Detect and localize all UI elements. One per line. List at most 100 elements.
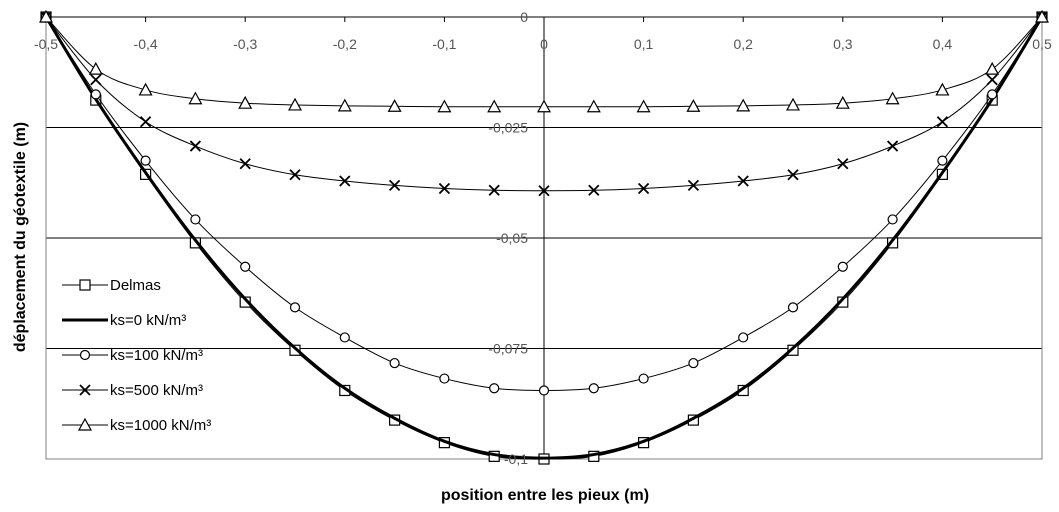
y-axis-title: déplacement du géotextile (m) [12, 122, 29, 352]
marker-x [239, 158, 251, 170]
series-3 [40, 11, 1048, 197]
legend-item: ks=500 kN/m³ [62, 382, 203, 399]
marker-circle [887, 214, 898, 225]
x-tick-label: 0,5 [1032, 36, 1052, 52]
marker-circle [638, 373, 649, 384]
y-tick-label: 0 [520, 9, 528, 25]
marker-triangle [636, 99, 651, 113]
marker-circle [240, 261, 251, 272]
marker-x [488, 184, 500, 196]
marker-triangle [437, 99, 452, 113]
marker-square [79, 279, 91, 291]
legend-label: ks=500 kN/m³ [110, 382, 203, 399]
marker-triangle [77, 417, 93, 431]
marker-triangle [238, 95, 253, 109]
x-tick-label: 0,2 [733, 36, 753, 52]
marker-triangle [586, 99, 601, 113]
marker-circle [79, 349, 91, 361]
y-tick-label: -0,1 [504, 451, 528, 467]
marker-triangle [935, 82, 950, 96]
marker-triangle [835, 95, 850, 109]
marker-x [189, 140, 202, 152]
marker-x [90, 74, 102, 86]
x-tick-label: -0,3 [233, 36, 257, 52]
marker-circle [987, 89, 998, 100]
marker-x [687, 179, 700, 192]
series-group [38, 9, 1050, 465]
marker-circle [837, 261, 848, 272]
series-1 [44, 16, 1044, 460]
marker-x [637, 182, 650, 195]
legend-item: ks=0 kN/m³ [62, 312, 186, 329]
marker-triangle [487, 99, 502, 113]
marker-x [388, 179, 401, 192]
marker-x [538, 185, 550, 197]
marker-circle [140, 155, 151, 166]
marker-x [139, 116, 152, 128]
marker-circle [289, 302, 301, 313]
marker-triangle [387, 99, 402, 112]
x-tick-label: 0,3 [833, 36, 853, 52]
marker-triangle [785, 97, 801, 111]
marker-triangle [1034, 9, 1050, 23]
y-tick-label: -0,05 [496, 230, 528, 246]
marker-triangle [536, 99, 552, 113]
marker-square [787, 344, 799, 356]
marker-x [936, 116, 949, 128]
series-4 [38, 9, 1050, 113]
marker-square [289, 344, 301, 356]
legend-item: ks=100 kN/m³ [62, 347, 203, 364]
marker-x [886, 140, 899, 152]
marker-triangle [885, 91, 900, 105]
marker-circle [339, 332, 350, 343]
marker-x [438, 182, 451, 195]
x-tick-label: -0,4 [134, 36, 158, 52]
marker-circle [787, 302, 799, 313]
marker-x [289, 169, 301, 181]
marker-circle [588, 383, 599, 394]
marker-circle [489, 383, 500, 394]
marker-circle [538, 385, 550, 396]
legend-label: ks=0 kN/m³ [110, 312, 186, 329]
marker-circle [439, 373, 450, 384]
marker-triangle [287, 97, 303, 111]
marker-triangle [88, 61, 103, 75]
legend: Delmas ks=0 kN/m³ ks=100 kN/m³ ks=500 kN/m³… [62, 277, 211, 434]
x-tick-label: -0,5 [34, 36, 58, 52]
legend-label: Delmas [110, 277, 161, 294]
marker-x [737, 175, 749, 187]
x-tick-label: 0 [540, 36, 548, 52]
legend-item: ks=1000 kN/m³ [62, 417, 211, 434]
marker-x [787, 169, 799, 181]
marker-triangle [686, 99, 701, 112]
marker-triangle [188, 91, 203, 105]
marker-x [986, 74, 998, 86]
marker-triangle [138, 82, 153, 96]
x-axis-title: position entre les pieux (m) [441, 487, 649, 504]
x-tick-label: 0,1 [634, 36, 654, 52]
x-tick-label: -0,1 [432, 36, 456, 52]
marker-x [339, 175, 351, 187]
x-tick-label: -0,2 [333, 36, 357, 52]
marker-triangle [337, 98, 352, 112]
marker-triangle [985, 61, 1000, 75]
x-tick-label: 0,4 [933, 36, 953, 52]
y-tick-label: -0,025 [488, 120, 528, 136]
marker-circle [389, 357, 400, 369]
tick-labels: -0,5 -0,4 -0,3 -0,2 -0,1 0 0,1 0,2 0,3 0,4 0,5 0 -0,… [34, 9, 1052, 467]
marker-triangle [736, 98, 751, 112]
marker-x [79, 384, 91, 396]
marker-x [588, 184, 600, 196]
series-line [44, 16, 1044, 460]
legend-label: ks=1000 kN/m³ [110, 417, 211, 434]
marker-circle [738, 332, 749, 343]
legend-item: Delmas [62, 277, 161, 294]
marker-x [837, 158, 849, 170]
marker-circle [688, 357, 699, 369]
marker-circle [190, 214, 201, 225]
marker-circle [937, 155, 948, 166]
marker-triangle [38, 9, 54, 23]
legend-label: ks=100 kN/m³ [110, 347, 203, 364]
y-tick-label: -0,075 [488, 341, 528, 357]
